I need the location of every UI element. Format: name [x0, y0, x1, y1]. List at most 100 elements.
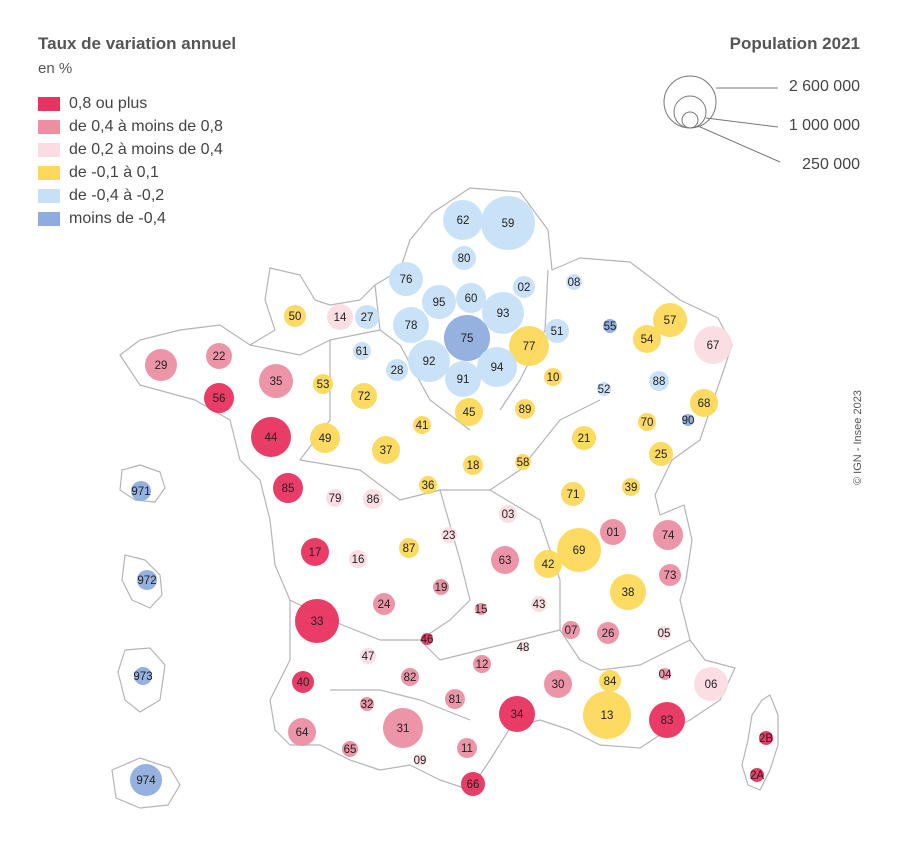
department-circle	[130, 764, 162, 796]
department-bubble-60: 60	[456, 283, 486, 313]
department-circle	[441, 527, 457, 543]
department-code-label: 971	[131, 486, 150, 498]
department-bubble-50: 50	[284, 305, 306, 327]
department-circle	[301, 538, 329, 566]
department-circle	[509, 326, 549, 366]
department-bubble-76: 76	[389, 262, 423, 296]
department-circle	[463, 455, 483, 475]
department-bubble-05: 05	[657, 626, 671, 640]
department-bubble-21: 21	[572, 426, 596, 450]
department-bubble-68: 68	[690, 389, 718, 417]
martinique-outline	[121, 554, 163, 609]
department-bubble-30: 30	[544, 670, 572, 698]
department-bubble-28: 28	[386, 359, 408, 381]
department-bubble-45: 45	[455, 398, 483, 426]
department-code-label: 58	[517, 457, 530, 469]
department-code-label: 50	[289, 311, 302, 323]
department-circle	[401, 668, 419, 686]
department-bubble-37: 37	[372, 436, 400, 464]
department-circle	[327, 304, 353, 330]
department-code-label: 47	[362, 651, 375, 663]
department-bubble-78: 78	[393, 307, 429, 343]
department-code-label: 46	[421, 634, 434, 646]
department-bubble-51: 51	[545, 319, 569, 343]
department-code-label: 38	[622, 587, 635, 599]
department-code-label: 08	[568, 277, 581, 289]
department-circle	[515, 399, 535, 419]
legend-swatch	[38, 188, 60, 203]
department-bubble-24: 24	[373, 593, 395, 615]
department-bubble-47: 47	[360, 648, 376, 664]
department-code-label: 95	[433, 297, 446, 309]
department-circle	[351, 383, 377, 409]
department-code-label: 84	[604, 676, 617, 688]
department-bubble-40: 40	[292, 671, 314, 693]
department-code-label: 44	[265, 432, 278, 444]
department-code-label: 82	[404, 672, 417, 684]
department-bubble-17: 17	[301, 538, 329, 566]
source-credit: © IGN - Insee 2023	[852, 390, 864, 485]
department-bubble-66: 66	[461, 772, 485, 796]
department-circle	[759, 731, 773, 745]
department-circle	[206, 343, 232, 369]
department-bubble-53: 53	[313, 374, 333, 394]
department-bubble-42: 42	[534, 550, 562, 578]
department-code-label: 28	[391, 365, 404, 377]
department-bubble-16: 16	[349, 550, 367, 568]
department-code-label: 92	[423, 356, 436, 368]
department-code-label: 06	[705, 679, 718, 691]
department-code-label: 30	[552, 679, 565, 691]
department-bubble-67: 67	[694, 326, 732, 364]
department-circle	[531, 596, 547, 612]
department-code-label: 83	[661, 715, 674, 727]
department-circle	[399, 538, 419, 558]
department-bubble-90: 90	[682, 414, 695, 427]
department-code-label: 59	[502, 218, 515, 230]
department-bubble-62: 62	[443, 200, 483, 240]
department-code-label: 55	[604, 321, 617, 333]
legend-swatch	[38, 119, 60, 134]
department-circle	[562, 621, 580, 639]
legend-item: de -0,4 à -0,2	[38, 184, 223, 207]
department-bubble-25: 25	[649, 442, 673, 466]
department-circle	[456, 283, 486, 313]
department-code-label: 80	[458, 253, 471, 265]
department-bubble-95: 95	[422, 285, 456, 319]
department-bubble-92: 92	[408, 340, 450, 382]
department-code-label: 86	[367, 494, 380, 506]
department-circle	[649, 702, 685, 738]
department-circle	[251, 417, 291, 457]
department-code-label: 90	[682, 415, 695, 427]
department-circle	[386, 359, 408, 381]
department-circle	[452, 246, 476, 270]
department-bubble-57: 57	[653, 303, 687, 337]
department-bubble-55: 55	[603, 319, 617, 333]
population-legend-title: Population 2021	[729, 34, 860, 53]
department-code-label: 76	[400, 274, 413, 286]
department-circle	[355, 305, 379, 329]
department-circle	[473, 655, 491, 673]
department-bubble-63: 63	[491, 546, 519, 574]
department-bubble-88: 88	[649, 371, 669, 391]
department-bubble-06: 06	[694, 667, 728, 701]
department-circle	[657, 626, 671, 640]
department-code-label: 05	[658, 628, 671, 640]
department-bubble-08: 08	[566, 274, 582, 290]
department-bubble-19: 19	[433, 579, 449, 595]
department-circle	[544, 670, 572, 698]
department-code-label: 67	[707, 340, 720, 352]
department-code-label: 974	[136, 775, 156, 787]
department-bubble-77: 77	[509, 326, 549, 366]
department-circle	[372, 436, 400, 464]
department-circle	[499, 505, 517, 523]
department-bubble-58: 58	[515, 454, 531, 470]
legend-swatch	[38, 96, 60, 111]
department-code-label: 27	[361, 312, 374, 324]
department-circle	[389, 262, 423, 296]
department-circle	[360, 648, 376, 664]
department-circle	[445, 361, 481, 397]
department-circle	[638, 413, 656, 431]
reunion-outline	[111, 757, 181, 809]
department-circle	[342, 741, 358, 757]
department-circle	[433, 579, 449, 595]
